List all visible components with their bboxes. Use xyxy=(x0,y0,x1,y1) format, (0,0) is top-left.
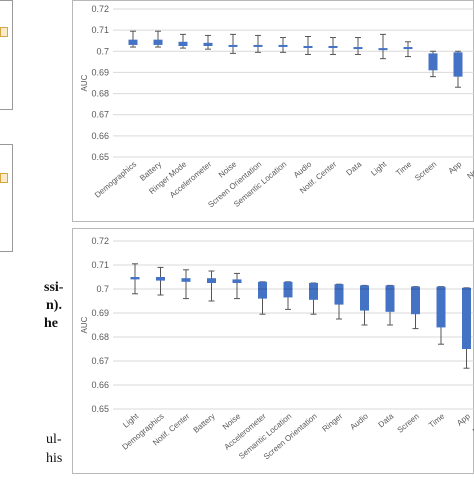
caption-fragment: n). xyxy=(46,298,62,313)
x-tick-label: Data xyxy=(377,411,396,429)
box xyxy=(360,285,369,311)
x-tick-label: Data xyxy=(345,159,364,177)
x-tick-label: Light xyxy=(121,411,141,430)
box xyxy=(232,279,242,283)
y-tick-label: 0.66 xyxy=(91,131,109,141)
box xyxy=(228,44,238,47)
box xyxy=(462,287,471,349)
x-tick-label: Ringer xyxy=(320,411,344,433)
x-tick-label: Light xyxy=(369,159,389,178)
box xyxy=(453,52,463,77)
y-tick-label: 0.68 xyxy=(91,89,109,99)
box xyxy=(181,278,191,282)
y-tick-label: 0.7 xyxy=(96,284,109,294)
x-tick-label: Noise xyxy=(221,411,243,431)
box xyxy=(156,277,165,281)
y-axis-label: AUC xyxy=(80,316,89,333)
box xyxy=(258,281,267,299)
x-tick-label: Notific xyxy=(465,160,474,181)
y-tick-label: 0.69 xyxy=(91,308,109,318)
box xyxy=(253,44,263,47)
mini-box-marker xyxy=(0,27,8,37)
boxplot-chart-top: 0.72 0.71 0.7 0.69 0.68 0.67 0.66 0.65 AUC Demogr… xyxy=(80,4,474,209)
box xyxy=(130,277,140,280)
y-tick-label: 0.66 xyxy=(91,380,109,390)
box xyxy=(207,278,216,283)
chart-panel-bottom: 0.72 0.71 0.7 0.69 0.68 0.67 0.66 0.65 AUC Light D… xyxy=(72,228,474,474)
x-tick-label: App xyxy=(455,411,472,427)
box xyxy=(403,47,413,50)
x-tick-label: Time xyxy=(394,159,414,177)
box xyxy=(411,286,420,315)
y-tick-label: 0.72 xyxy=(91,236,109,246)
box xyxy=(303,46,313,48)
box xyxy=(178,41,188,46)
x-tick-label: Audio xyxy=(348,411,370,431)
body-text-fragment: his xyxy=(46,451,63,466)
y-tick-label: 0.65 xyxy=(91,404,109,414)
left-paper-strip: ssi- n). he ul- his xyxy=(0,0,64,474)
y-tick-label: 0.67 xyxy=(91,356,109,366)
x-tick-label: App xyxy=(447,159,464,175)
x-tick-label: Demographics xyxy=(93,160,138,200)
y-tick-label: 0.65 xyxy=(91,152,109,162)
left-figure-panel-bottom xyxy=(0,144,13,252)
y-axis-label: AUC xyxy=(80,74,89,91)
left-figure-panel-top xyxy=(0,0,13,110)
boxplot-chart-bottom: 0.72 0.71 0.7 0.69 0.68 0.67 0.66 0.65 AUC Light D… xyxy=(80,236,474,461)
box xyxy=(328,46,338,48)
caption-fragment: he xyxy=(44,316,58,331)
box xyxy=(385,285,395,312)
y-tick-label: 0.7 xyxy=(96,46,109,56)
x-tick-label: Screen xyxy=(413,160,438,183)
y-tick-label: 0.69 xyxy=(91,67,109,77)
mini-box-marker xyxy=(0,173,8,183)
y-tick-label: 0.71 xyxy=(91,260,109,270)
y-tick-label: 0.71 xyxy=(91,25,109,35)
box xyxy=(203,42,213,46)
y-tick-label: 0.68 xyxy=(91,332,109,342)
box xyxy=(153,39,163,45)
x-tick-label: Battery xyxy=(192,412,217,435)
x-tick-label: Screen xyxy=(396,412,421,435)
y-tick-label: 0.72 xyxy=(91,4,109,14)
box xyxy=(353,47,363,50)
y-tick-label: 0.67 xyxy=(91,110,109,120)
body-text-fragment: ul- xyxy=(46,432,62,447)
box xyxy=(128,39,138,45)
box xyxy=(378,48,388,51)
box xyxy=(309,283,318,300)
box xyxy=(428,53,438,71)
box xyxy=(334,284,344,305)
box xyxy=(436,286,446,328)
box xyxy=(278,44,288,47)
chart-panel-top: 0.72 0.71 0.7 0.69 0.68 0.67 0.66 0.65 AUC Demogr… xyxy=(72,0,474,222)
caption-fragment: ssi- xyxy=(44,280,64,295)
x-tick-label: Audio xyxy=(292,159,314,179)
box xyxy=(283,281,293,298)
x-tick-label: Noise xyxy=(217,159,239,179)
x-tick-label: Time xyxy=(427,411,447,429)
